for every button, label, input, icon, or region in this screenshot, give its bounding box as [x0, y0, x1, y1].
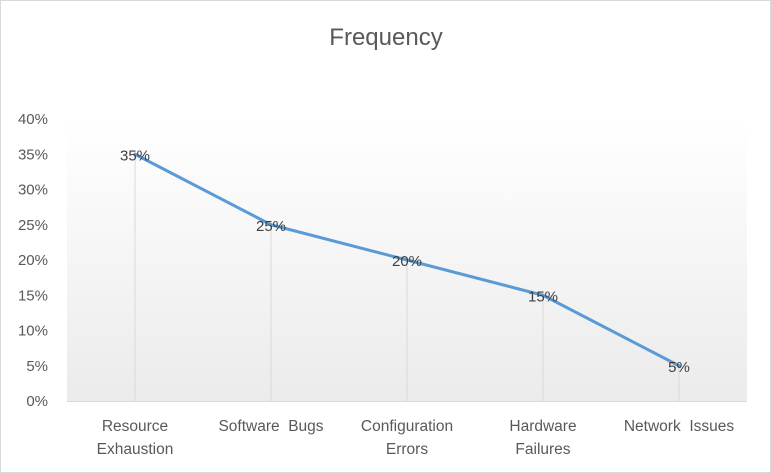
series [133, 152, 681, 368]
y-tick-label: 25% [18, 217, 48, 234]
y-tick-label: 15% [18, 287, 48, 304]
x-category-label: Software Bugs [218, 418, 323, 435]
data-point [269, 223, 273, 227]
data-label: 25% [256, 218, 286, 235]
y-tick-label: 35% [18, 146, 48, 163]
y-tick-label: 0% [26, 393, 48, 410]
x-category-label: Errors [386, 441, 428, 458]
data-point [405, 258, 409, 262]
data-labels: 35% 25% 20% 15% 5% [120, 147, 690, 376]
y-axis: 0% 5% 10% 15% 20% 25% 30% 35% 40% [18, 111, 48, 410]
x-category-label: Resource [102, 418, 168, 435]
y-tick-label: 30% [18, 182, 48, 199]
chart-title: Frequency [329, 24, 442, 51]
data-label: 35% [120, 147, 150, 164]
data-label: 20% [392, 253, 422, 270]
y-tick-label: 5% [26, 358, 48, 375]
y-tick-label: 40% [18, 111, 48, 128]
y-tick-label: 20% [18, 252, 48, 269]
x-category-label: Exhaustion [97, 441, 174, 458]
y-tick-label: 10% [18, 323, 48, 340]
x-category-label: Failures [515, 441, 570, 458]
data-point [541, 293, 545, 297]
data-point [677, 364, 681, 368]
x-category-label: Hardware [509, 418, 576, 435]
data-point [133, 152, 137, 156]
data-label: 15% [528, 288, 558, 305]
drop-lines [134, 154, 680, 401]
x-category-label: Configuration [361, 418, 453, 435]
data-label: 5% [668, 359, 690, 376]
x-axis: Resource Exhaustion Software Bugs Configura… [97, 418, 735, 458]
x-category-label: Network Issues [624, 418, 735, 435]
